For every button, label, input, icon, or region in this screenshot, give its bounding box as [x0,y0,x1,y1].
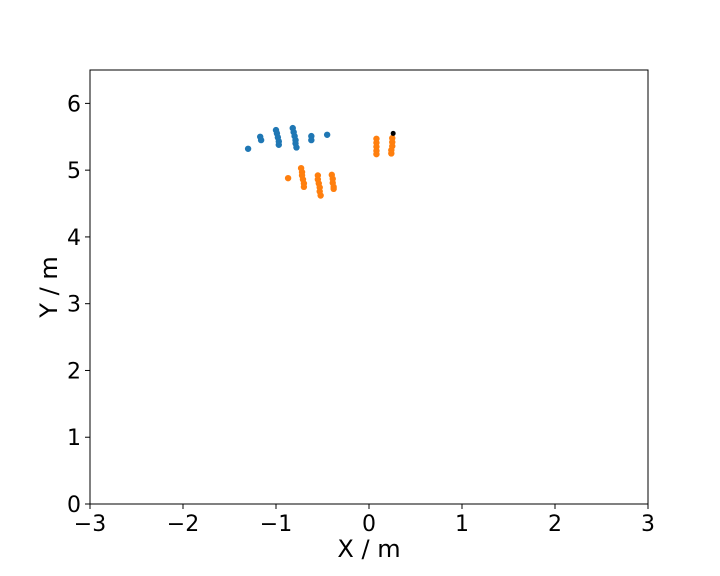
data-point [284,174,292,182]
x-axis-label: X / m [337,535,400,563]
y-tick-label: 5 [67,159,81,184]
x-tick-label: −3 [74,512,106,537]
x-tick-label: −1 [260,512,292,537]
y-tick-label: 4 [67,226,81,251]
y-tick-label: 0 [67,493,81,518]
data-point [275,141,282,148]
data-point [308,136,315,144]
y-tick-label: 6 [67,92,81,117]
data-point [323,131,331,138]
data-point [373,150,380,158]
x-axis-ticks: −3 −2 −1 0 1 2 3 [74,504,655,537]
data-points [244,124,396,199]
x-tick-label: −2 [167,512,199,537]
data-point [330,185,337,193]
y-axis-label: Y / m [35,256,63,318]
y-tick-label: 2 [67,359,81,384]
y-tick-label: 1 [67,426,81,451]
x-tick-label: 1 [455,512,469,537]
x-tick-label: 0 [362,512,376,537]
data-point [293,144,300,151]
data-point [388,150,395,157]
data-point [300,183,308,191]
data-point [257,136,265,144]
x-tick-label: 2 [548,512,562,537]
data-point [390,130,396,136]
y-axis-ticks: 0 1 2 3 4 5 6 [67,92,90,518]
data-point [244,145,252,152]
y-tick-label: 3 [67,293,81,318]
x-tick-label: 3 [641,512,655,537]
data-point [317,192,324,199]
